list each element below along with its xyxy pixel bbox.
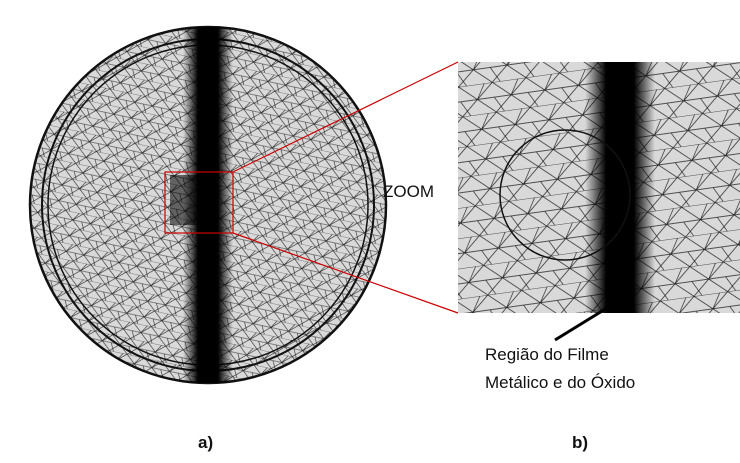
panel-label: a) [198,433,213,452]
panel-label: b) [572,433,588,452]
mesh-zoom [458,62,740,313]
region-label: Região do Filme [485,345,609,364]
region-label: Metálico e do Óxido [485,373,635,392]
zoom-label: ZOOM [383,182,434,201]
mesh-overview [30,20,386,390]
figure: ZOOM Região do Filme Metálico e do Óxido… [0,0,740,463]
